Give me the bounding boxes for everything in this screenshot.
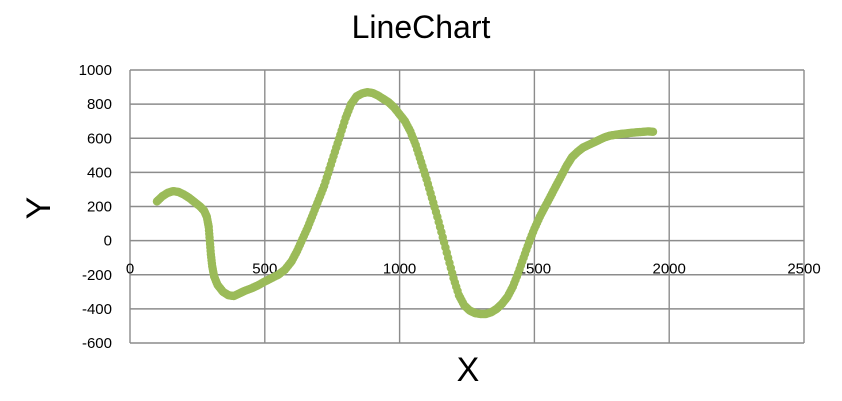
y-axis-title: Y bbox=[20, 197, 58, 220]
x-tick-label: 1000 bbox=[383, 261, 416, 278]
y-tick-label: -600 bbox=[82, 335, 112, 352]
y-tick-label: 200 bbox=[87, 199, 112, 216]
x-tick-label: 2000 bbox=[653, 261, 686, 278]
y-tick-label: 600 bbox=[87, 130, 112, 147]
y-tick-label: 400 bbox=[87, 164, 112, 181]
data-point bbox=[648, 127, 658, 136]
y-tick-label: 800 bbox=[87, 96, 112, 113]
data-series bbox=[152, 87, 658, 319]
x-tick-label: 0 bbox=[126, 261, 134, 278]
y-tick-label: -400 bbox=[82, 301, 112, 318]
x-tick-label: 1500 bbox=[518, 261, 551, 278]
y-tick-label: 0 bbox=[104, 233, 112, 250]
chart-title: LineChart bbox=[352, 9, 491, 45]
y-tick-label: 1000 bbox=[79, 62, 112, 79]
y-tick-labels: 1000 800 600 400 200 0 -200 -400 -600 bbox=[79, 62, 112, 352]
x-tick-label: 2500 bbox=[787, 261, 820, 278]
x-axis-title: X bbox=[457, 351, 480, 389]
x-tick-label: 500 bbox=[252, 261, 277, 278]
y-tick-label: -200 bbox=[82, 267, 112, 284]
x-tick-labels: 0 500 1000 1500 2000 2500 bbox=[126, 261, 821, 278]
